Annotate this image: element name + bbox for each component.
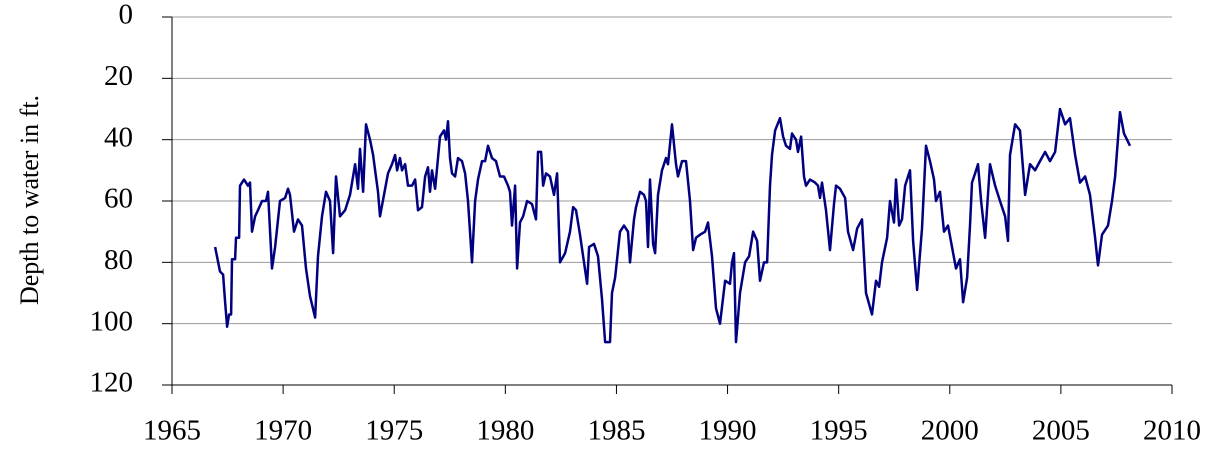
- y-tick-label: 20: [104, 60, 133, 92]
- x-tick-label: 2005: [1032, 415, 1090, 447]
- x-tick-label: 1990: [699, 415, 757, 447]
- y-tick-label: 80: [104, 244, 133, 276]
- y-tick-label: 40: [104, 121, 133, 153]
- y-axis-label: Depth to water in ft.: [15, 95, 44, 305]
- y-tick-label: 0: [119, 0, 134, 31]
- x-tick-label: 2000: [921, 415, 979, 447]
- y-tick-label: 120: [90, 367, 134, 399]
- x-tick-label: 1980: [476, 415, 534, 447]
- x-tick-label: 1995: [810, 415, 868, 447]
- y-tick-label: 60: [104, 183, 133, 215]
- x-tick-label: 1965: [143, 415, 201, 447]
- x-tick-label: 1985: [587, 415, 645, 447]
- x-tick-label: 1975: [365, 415, 423, 447]
- data-line: [213, 107, 1132, 344]
- x-tick-label: 1970: [254, 415, 312, 447]
- y-tick-label: 100: [90, 305, 134, 337]
- x-tick-label: 2010: [1143, 415, 1201, 447]
